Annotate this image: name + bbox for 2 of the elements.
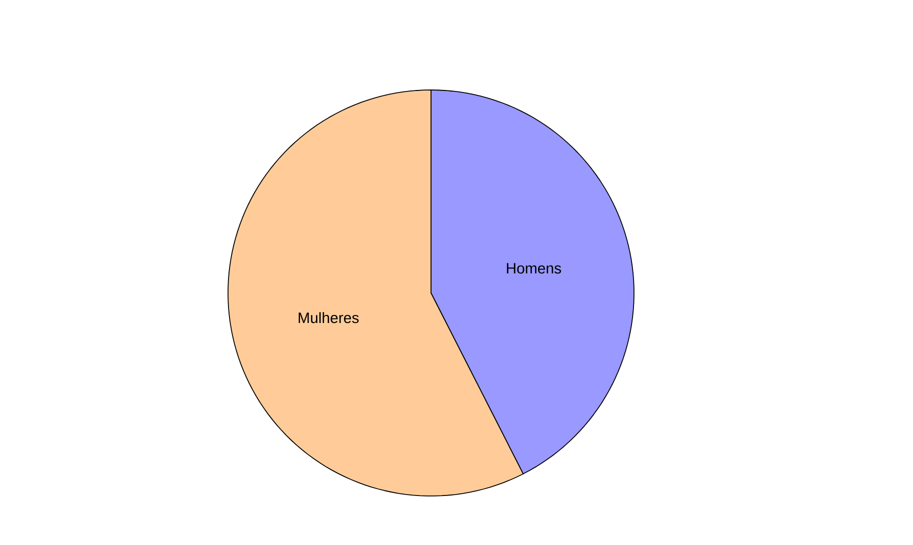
- slice-label: Mulheres: [298, 312, 359, 324]
- slice-label: Homens: [506, 263, 562, 274]
